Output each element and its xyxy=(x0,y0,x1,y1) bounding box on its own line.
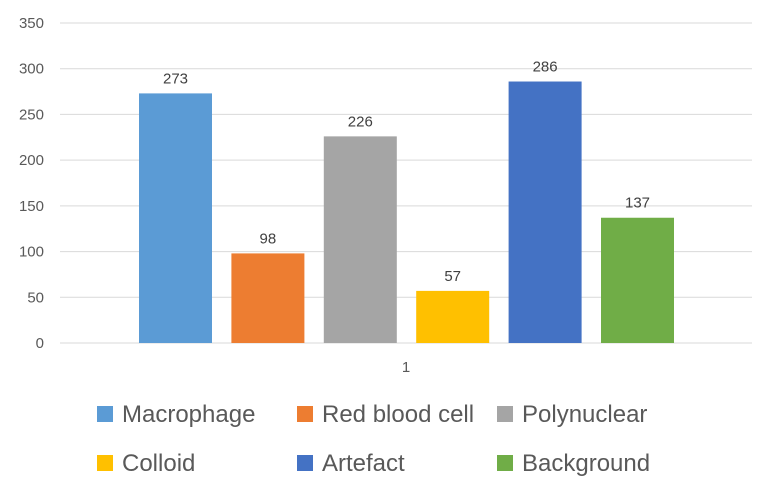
y-tick-label: 250 xyxy=(19,106,44,123)
data-labels: 273 98 226 57 286 137 xyxy=(163,59,650,285)
bar-red-blood-cell xyxy=(231,253,305,343)
y-tick-label: 100 xyxy=(19,244,44,261)
legend-label: Background xyxy=(522,450,650,477)
y-tick-label: 50 xyxy=(27,289,44,306)
legend-swatch xyxy=(97,406,113,422)
legend-swatch xyxy=(497,406,513,422)
y-tick-label: 150 xyxy=(19,198,44,215)
legend-label: Colloid xyxy=(122,450,195,477)
legend-label: Artefact xyxy=(322,450,405,477)
legend-swatch xyxy=(297,455,313,471)
data-label: 137 xyxy=(625,195,650,212)
bar-artefact xyxy=(508,81,582,343)
y-axis: 0 50 100 150 200 250 300 350 xyxy=(19,15,44,352)
legend-label: Macrophage xyxy=(122,401,255,428)
x-axis: 1 xyxy=(402,359,410,376)
data-label: 57 xyxy=(444,268,461,285)
data-label: 273 xyxy=(163,70,188,87)
legend-swatch xyxy=(97,455,113,471)
legend-swatch xyxy=(297,406,313,422)
y-tick-label: 300 xyxy=(19,61,44,78)
legend-label: Polynuclear xyxy=(522,401,647,428)
legend: Macrophage Red blood cell Polynuclear Collo… xyxy=(97,401,650,477)
y-tick-label: 0 xyxy=(36,335,44,352)
data-label: 98 xyxy=(260,230,277,247)
y-tick-label: 200 xyxy=(19,152,44,169)
legend-label: Red blood cell xyxy=(322,401,474,428)
bar-background xyxy=(601,217,674,343)
x-tick-label: 1 xyxy=(402,359,410,376)
legend-swatch xyxy=(497,455,513,471)
bars xyxy=(139,81,674,344)
bar-polynuclear xyxy=(323,136,397,343)
bar-colloid xyxy=(416,290,490,343)
data-label: 226 xyxy=(348,113,373,130)
data-label: 286 xyxy=(533,59,558,76)
bar-macrophage xyxy=(139,93,212,344)
y-tick-label: 350 xyxy=(19,15,44,32)
